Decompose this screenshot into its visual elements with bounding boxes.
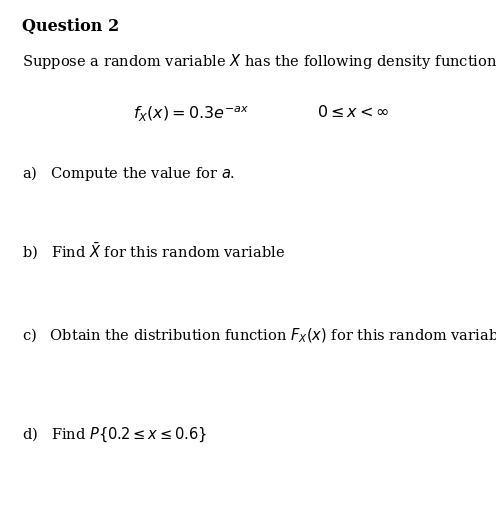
Text: d)   Find $P\{0.2 \leq x \leq 0.6\}$: d) Find $P\{0.2 \leq x \leq 0.6\}$ [22, 425, 208, 444]
Text: $f_X(x) = 0.3e^{-ax}$: $f_X(x) = 0.3e^{-ax}$ [133, 104, 249, 123]
Text: a)   Compute the value for $a$.: a) Compute the value for $a$. [22, 164, 236, 183]
Text: b)   Find $\bar{X}$ for this random variable: b) Find $\bar{X}$ for this random variab… [22, 240, 285, 261]
Text: Question 2: Question 2 [22, 18, 120, 35]
Text: Suppose a random variable $X$ has the following density function.: Suppose a random variable $X$ has the fo… [22, 52, 496, 71]
Text: $0 \leq x < \infty$: $0 \leq x < \infty$ [317, 104, 390, 122]
Text: c)   Obtain the distribution function $F_X(x)$ for this random variable: c) Obtain the distribution function $F_X… [22, 326, 496, 345]
